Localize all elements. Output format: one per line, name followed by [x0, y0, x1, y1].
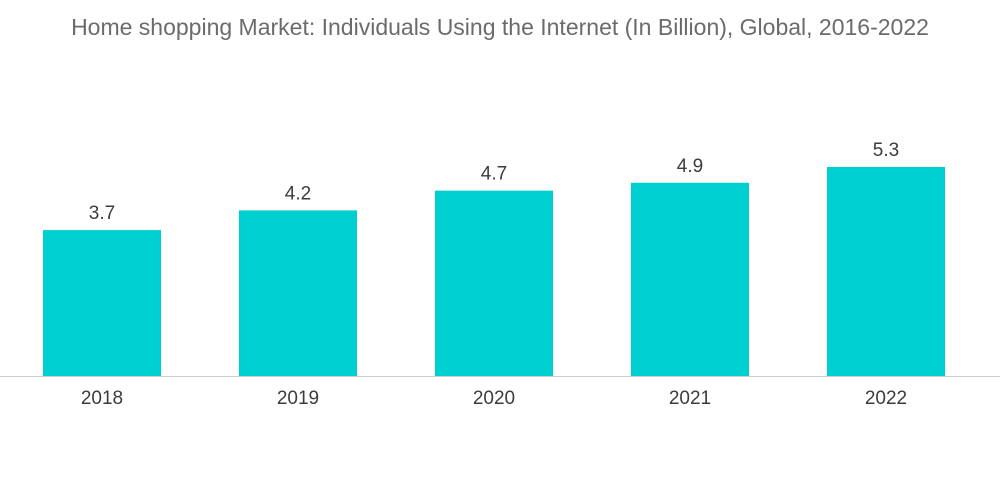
data-label-2021: 4.9	[677, 156, 703, 177]
data-label-2020: 4.7	[481, 164, 507, 185]
bar-2018	[43, 230, 161, 376]
data-label-2019: 4.2	[285, 183, 311, 204]
x-tick-label-2018: 2018	[81, 388, 123, 409]
x-tick-label-2020: 2020	[473, 388, 515, 409]
bar-2020	[435, 190, 553, 376]
bar-2021	[631, 182, 749, 376]
bar-2022	[827, 167, 945, 376]
x-tick-label-2022: 2022	[865, 388, 907, 409]
chart-title: Home shopping Market: Individuals Using …	[71, 14, 929, 40]
x-tick-label-2019: 2019	[277, 388, 319, 409]
x-tick-label-2021: 2021	[669, 388, 711, 409]
data-label-2022: 5.3	[873, 140, 899, 161]
data-label-2018: 3.7	[89, 203, 115, 224]
bar-2019	[239, 210, 357, 376]
